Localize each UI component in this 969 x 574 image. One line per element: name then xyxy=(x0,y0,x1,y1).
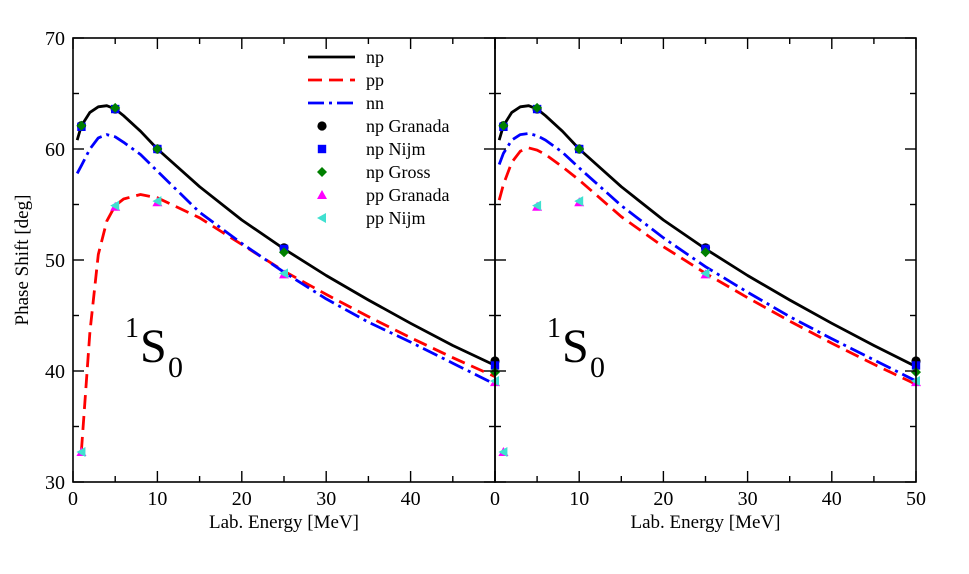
legend-label: np xyxy=(366,47,384,67)
legend-np-nijm-marker xyxy=(317,144,327,154)
series-pp-line xyxy=(80,193,495,451)
annotation-superscript: 1 xyxy=(125,313,139,344)
y-tick-label: 70 xyxy=(45,28,65,50)
data-points xyxy=(498,102,921,458)
plot-frame xyxy=(494,37,917,483)
annotation-base: S xyxy=(562,320,589,373)
pp-nijm-point xyxy=(279,268,288,279)
legend-entry: np Nijm xyxy=(317,139,426,159)
annotation-superscript: 1 xyxy=(547,313,561,344)
np-gross-point xyxy=(532,102,543,113)
legend: np pp nn np Granada np Nijm np Gross pp Granad… xyxy=(308,47,449,228)
series-nn-line xyxy=(497,132,916,383)
np-gross-point xyxy=(279,247,289,258)
np-gross-point xyxy=(700,247,711,258)
legend-label: nn xyxy=(366,93,384,113)
series-nn-line xyxy=(75,133,495,386)
x-axis-title: Lab. Energy [MeV] xyxy=(630,512,780,533)
x-axis-title: Lab. Energy [MeV] xyxy=(209,512,359,533)
np-gross-point xyxy=(574,144,585,154)
pp-nijm-point xyxy=(700,268,710,279)
annotation-subscript: 0 xyxy=(168,351,183,384)
plot-frame xyxy=(72,37,496,483)
x-tick-label: 20 xyxy=(232,488,252,510)
legend-entry: pp xyxy=(308,70,384,90)
x-tick-label: 40 xyxy=(822,488,842,510)
x-tick-label: 10 xyxy=(569,488,589,510)
x-tick-label: 0 xyxy=(68,488,78,510)
data-points xyxy=(76,102,500,458)
series-pp-line xyxy=(497,146,916,386)
x-tick-label: 10 xyxy=(147,488,167,510)
np-gross-point xyxy=(498,120,509,131)
x-tick-label: 40 xyxy=(401,488,421,510)
pp-nijm-point xyxy=(574,196,584,207)
legend-np-granada-marker xyxy=(317,121,327,131)
legend-entry: np xyxy=(308,47,384,67)
legend-label: np Gross xyxy=(366,162,431,182)
x-tick-label: 50 xyxy=(906,488,926,510)
y-tick-label: 40 xyxy=(45,361,65,383)
legend-label: pp xyxy=(366,70,384,90)
legend-entry: np Gross xyxy=(317,162,431,182)
np-gross-point xyxy=(76,120,87,131)
annotation-base: S xyxy=(140,320,167,373)
y-tick-label: 50 xyxy=(45,250,65,272)
legend-label: pp Granada xyxy=(366,185,449,205)
legend-np-gross-marker xyxy=(317,167,327,177)
legend-entry: pp Nijm xyxy=(317,208,426,228)
legend-pp-nijm-marker xyxy=(317,213,326,223)
pp-nijm-point xyxy=(110,200,120,211)
np-gross-point xyxy=(152,144,163,154)
pp-nijm-point xyxy=(76,447,86,458)
legend-label: np Nijm xyxy=(366,139,426,159)
x-tick-label: 20 xyxy=(653,488,673,510)
annotation-subscript: 0 xyxy=(590,351,605,384)
legend-entry: nn xyxy=(308,93,384,113)
pp-nijm-point xyxy=(498,447,508,458)
y-tick-label: 60 xyxy=(45,139,65,161)
legend-entry: pp Granada xyxy=(317,185,449,205)
pp-nijm-point xyxy=(532,200,542,211)
legend-pp-granada-marker xyxy=(317,190,327,199)
x-tick-label: 30 xyxy=(738,488,758,510)
legend-entry: np Granada xyxy=(317,116,449,136)
x-tick-label: 0 xyxy=(490,488,500,510)
legend-label: np Granada xyxy=(366,116,449,136)
y-tick-label: 30 xyxy=(45,472,65,494)
np-gross-point xyxy=(110,102,121,113)
legend-label: pp Nijm xyxy=(366,208,426,228)
x-tick-label: 30 xyxy=(316,488,336,510)
y-axis-title: Phase Shift [deg] xyxy=(12,195,33,326)
pp-nijm-point xyxy=(152,196,162,207)
